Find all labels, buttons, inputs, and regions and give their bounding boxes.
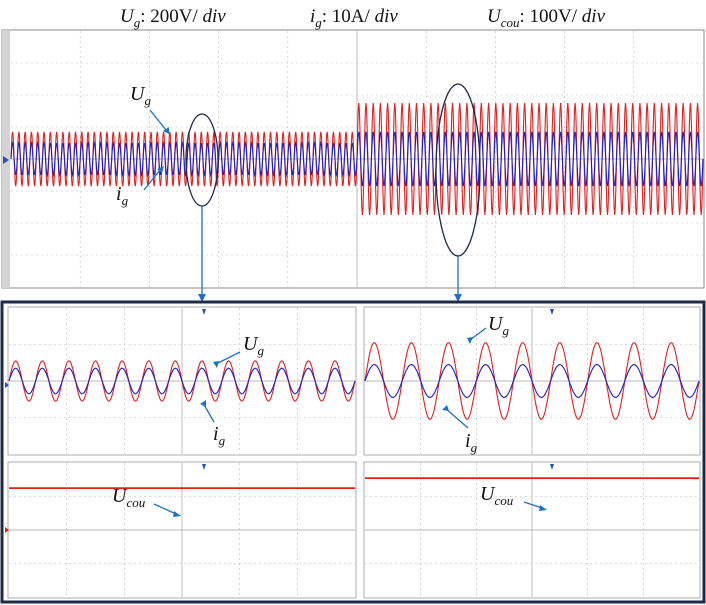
overview-annotations: Ug ig bbox=[116, 83, 481, 302]
overview-ground-marker bbox=[3, 156, 9, 164]
overview-ug-pointer-head bbox=[163, 127, 169, 134]
zoom-after-ig-pointer bbox=[444, 407, 469, 429]
zoom-after-ug-label: Ug bbox=[488, 313, 509, 338]
zoom-arrow-before-head bbox=[198, 294, 206, 302]
ug-scale-label: Ug: 200V/ div bbox=[120, 6, 226, 30]
zoom-ac-ground-marker bbox=[5, 382, 9, 388]
zoom-before-dc-grid bbox=[9, 463, 355, 597]
zoom-after-ac-ig-trace bbox=[364, 364, 700, 398]
zoom-before-ucou-pointer bbox=[153, 503, 177, 515]
zoom-before-ac-trigger-marker bbox=[202, 309, 206, 315]
overview-ig-label: ig bbox=[116, 183, 129, 208]
zoom-after-dc-plot bbox=[365, 463, 699, 597]
zoom-after-ac-plot bbox=[364, 308, 700, 454]
zoom-after-dc-trigger-marker bbox=[550, 464, 554, 470]
overview-plot bbox=[10, 31, 704, 287]
overview-screen bbox=[1, 29, 705, 289]
overview-ug-label: Ug bbox=[130, 83, 151, 108]
ucou-scale-label: Ucou: 100V/ div bbox=[487, 6, 606, 30]
overview-ug-pointer bbox=[149, 109, 167, 131]
zoom-arrow-after-head bbox=[454, 294, 462, 302]
zoom-annotations: Ug ig Ug ig Ucou Ucou bbox=[112, 313, 547, 517]
zoom-before-ucou-pointer-head bbox=[173, 511, 181, 517]
overview-ig-pointer bbox=[143, 169, 161, 191]
zoom-after-ucou-pointer-head bbox=[539, 505, 547, 511]
zoom-after-ucou-label: Ucou bbox=[480, 483, 514, 508]
zoom-dc-ground-marker bbox=[5, 527, 9, 533]
zoom-before-dc-plot bbox=[9, 463, 355, 597]
zoom-before-ac-plot bbox=[8, 308, 356, 454]
zoom-after-ug-pointer bbox=[469, 327, 487, 341]
zoom-after-ug-pointer-head bbox=[467, 337, 473, 344]
header-scales: Ug: 200V/ div ig: 10A/ div Ucou: 100V/ d… bbox=[120, 6, 606, 30]
zoom-before-ac-ig-trace bbox=[8, 367, 356, 395]
zoom-container bbox=[0, 300, 706, 604]
zoom-before-ig-pointer-head bbox=[200, 400, 206, 407]
zoom-before-ug-label: Ug bbox=[243, 333, 264, 358]
zoom-before-ug-pointer bbox=[215, 351, 241, 365]
zoom-after-ig-label: ig bbox=[465, 430, 478, 455]
zoom-before-dc-trigger-marker bbox=[202, 464, 206, 470]
zoom-after-ac-trigger-marker bbox=[550, 309, 554, 315]
zoom-after-dc-grid bbox=[365, 463, 699, 597]
zoom-after-ig-pointer-head bbox=[442, 405, 449, 411]
zoom-before-ug-pointer-head bbox=[213, 361, 219, 368]
ig-scale-label: ig: 10A/ div bbox=[310, 6, 398, 30]
overview-ig-pointer-head bbox=[157, 166, 164, 173]
zoom-before-ig-label: ig bbox=[213, 423, 226, 448]
overview-ig-trace bbox=[10, 131, 704, 187]
zoom-after-ucou-pointer bbox=[523, 501, 543, 509]
zoom-before-ucou-label: Ucou bbox=[112, 485, 146, 510]
